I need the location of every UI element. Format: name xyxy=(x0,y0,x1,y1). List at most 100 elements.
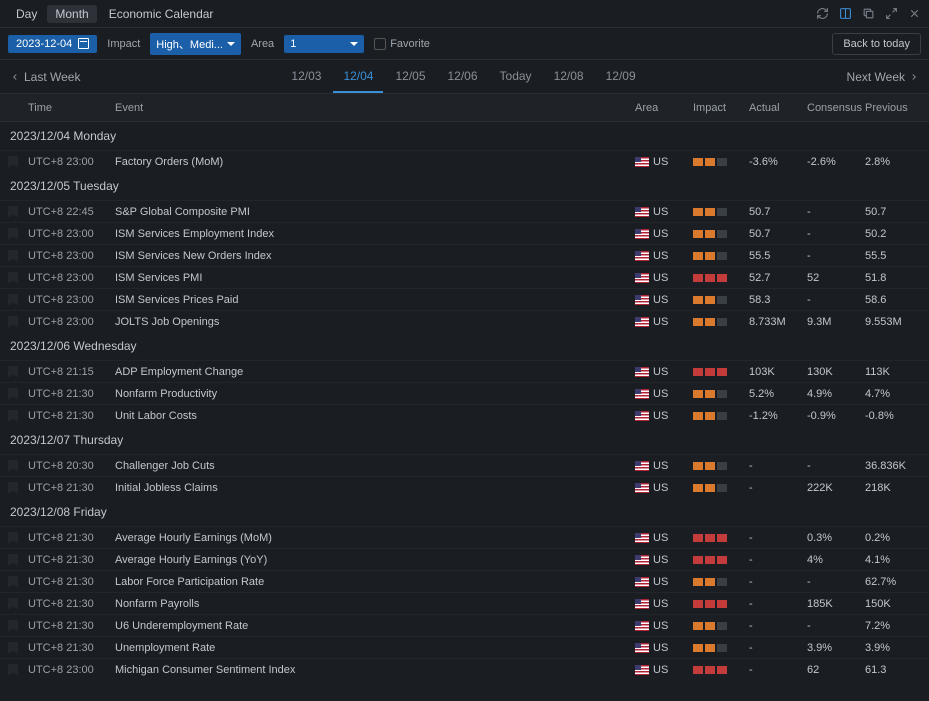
bookmark-toggle[interactable] xyxy=(0,206,26,218)
us-flag-icon xyxy=(635,295,649,305)
bookmark-toggle[interactable] xyxy=(0,294,26,306)
date-tab[interactable]: 12/08 xyxy=(544,61,594,93)
bookmark-toggle[interactable] xyxy=(0,250,26,262)
event-impact xyxy=(693,296,749,304)
table-row[interactable]: UTC+8 23:00Michigan Consumer Sentiment I… xyxy=(0,658,929,680)
table-row[interactable]: UTC+8 21:30Unit Labor CostsUS-1.2%-0.9%-… xyxy=(0,404,929,426)
bookmark-toggle[interactable] xyxy=(0,316,26,328)
bookmark-toggle[interactable] xyxy=(0,642,26,654)
bookmark-toggle[interactable] xyxy=(0,366,26,378)
bookmark-toggle[interactable] xyxy=(0,482,26,494)
us-flag-icon xyxy=(635,389,649,399)
date-picker[interactable]: 2023-12-04 xyxy=(8,35,97,53)
impact-bar-icon xyxy=(693,666,703,674)
event-impact xyxy=(693,318,749,326)
bookmark-toggle[interactable] xyxy=(0,532,26,544)
table-row[interactable]: UTC+8 21:15ADP Employment ChangeUS103K13… xyxy=(0,360,929,382)
event-consensus: - xyxy=(807,228,865,240)
impact-bar-icon xyxy=(693,318,703,326)
event-actual: 5.2% xyxy=(749,388,807,400)
event-impact xyxy=(693,578,749,586)
event-impact xyxy=(693,274,749,282)
impact-bar-icon xyxy=(717,556,727,564)
event-previous: 36.836K xyxy=(865,460,929,472)
next-week-button[interactable]: Next Week xyxy=(847,70,919,84)
event-previous: 50.2 xyxy=(865,228,929,240)
event-time: UTC+8 20:30 xyxy=(26,460,112,472)
event-area: US xyxy=(635,388,693,400)
close-icon[interactable] xyxy=(908,7,921,20)
event-area: US xyxy=(635,664,693,676)
table-row[interactable]: UTC+8 21:30Nonfarm ProductivityUS5.2%4.9… xyxy=(0,382,929,404)
event-time: UTC+8 23:00 xyxy=(26,316,112,328)
table-row[interactable]: UTC+8 21:30U6 Underemployment RateUS--7.… xyxy=(0,614,929,636)
event-consensus: 52 xyxy=(807,272,865,284)
table-row[interactable]: UTC+8 23:00ISM Services Employment Index… xyxy=(0,222,929,244)
event-impact xyxy=(693,208,749,216)
table-row[interactable]: UTC+8 23:00ISM Services PMIUS52.75251.8 xyxy=(0,266,929,288)
bookmark-toggle[interactable] xyxy=(0,388,26,400)
area-dropdown[interactable]: 1 xyxy=(284,35,364,53)
table-row[interactable]: UTC+8 23:00JOLTS Job OpeningsUS8.733M9.3… xyxy=(0,310,929,332)
bookmark-toggle[interactable] xyxy=(0,272,26,284)
table-row[interactable]: UTC+8 21:30Initial Jobless ClaimsUS-222K… xyxy=(0,476,929,498)
col-event: Event xyxy=(112,102,635,114)
date-tab[interactable]: 12/06 xyxy=(438,61,488,93)
impact-bar-icon xyxy=(717,390,727,398)
copy-icon[interactable] xyxy=(862,7,875,20)
refresh-icon[interactable] xyxy=(816,7,829,20)
page-title: Economic Calendar xyxy=(109,7,214,21)
date-tab[interactable]: Today xyxy=(490,61,542,93)
impact-bar-icon xyxy=(693,600,703,608)
impact-bar-icon xyxy=(717,578,727,586)
col-previous: Previous xyxy=(865,102,929,114)
back-to-today-button[interactable]: Back to today xyxy=(832,33,921,55)
bookmark-toggle[interactable] xyxy=(0,620,26,632)
table-row[interactable]: UTC+8 22:45S&P Global Composite PMIUS50.… xyxy=(0,200,929,222)
table-row[interactable]: UTC+8 21:30Nonfarm PayrollsUS-185K150K xyxy=(0,592,929,614)
bookmark-toggle[interactable] xyxy=(0,156,26,168)
bookmark-toggle[interactable] xyxy=(0,598,26,610)
bookmark-toggle[interactable] xyxy=(0,410,26,422)
event-consensus: 0.3% xyxy=(807,532,865,544)
us-flag-icon xyxy=(635,207,649,217)
event-impact xyxy=(693,622,749,630)
expand-icon[interactable] xyxy=(885,7,898,20)
bookmark-icon xyxy=(8,272,18,284)
bookmark-toggle[interactable] xyxy=(0,664,26,676)
table-row[interactable]: UTC+8 20:30Challenger Job CutsUS--36.836… xyxy=(0,454,929,476)
table-row[interactable]: UTC+8 21:30Average Hourly Earnings (YoY)… xyxy=(0,548,929,570)
bookmark-toggle[interactable] xyxy=(0,576,26,588)
table-row[interactable]: UTC+8 23:00ISM Services Prices PaidUS58.… xyxy=(0,288,929,310)
bookmark-toggle[interactable] xyxy=(0,554,26,566)
event-time: UTC+8 23:00 xyxy=(26,156,112,168)
event-consensus: - xyxy=(807,460,865,472)
event-previous: 2.8% xyxy=(865,156,929,168)
view-month-button[interactable]: Month xyxy=(47,5,96,23)
table-row[interactable]: UTC+8 21:30Average Hourly Earnings (MoM)… xyxy=(0,526,929,548)
event-time: UTC+8 21:30 xyxy=(26,642,112,654)
date-tab[interactable]: 12/03 xyxy=(281,61,331,93)
col-area: Area xyxy=(635,102,693,114)
table-row[interactable]: UTC+8 21:30Labor Force Participation Rat… xyxy=(0,570,929,592)
event-impact xyxy=(693,390,749,398)
table-row[interactable]: UTC+8 23:00Factory Orders (MoM)US-3.6%-2… xyxy=(0,150,929,172)
event-actual: - xyxy=(749,664,807,676)
date-tab[interactable]: 12/05 xyxy=(385,61,435,93)
impact-dropdown[interactable]: High、Medi... xyxy=(150,33,241,55)
table-row[interactable]: UTC+8 21:30Unemployment RateUS-3.9%3.9% xyxy=(0,636,929,658)
bookmark-toggle[interactable] xyxy=(0,460,26,472)
impact-bar-icon xyxy=(705,368,715,376)
view-day-button[interactable]: Day xyxy=(8,5,45,23)
last-week-button[interactable]: Last Week xyxy=(10,70,80,84)
event-area: US xyxy=(635,554,693,566)
event-name: ISM Services Prices Paid xyxy=(112,294,635,306)
favorite-checkbox[interactable]: Favorite xyxy=(374,38,430,50)
area-label: Area xyxy=(251,38,274,50)
layout-icon[interactable] xyxy=(839,7,852,20)
date-tab[interactable]: 12/04 xyxy=(333,61,383,93)
table-row[interactable]: UTC+8 23:00ISM Services New Orders Index… xyxy=(0,244,929,266)
date-tab[interactable]: 12/09 xyxy=(596,61,646,93)
bookmark-toggle[interactable] xyxy=(0,228,26,240)
event-consensus: 185K xyxy=(807,598,865,610)
